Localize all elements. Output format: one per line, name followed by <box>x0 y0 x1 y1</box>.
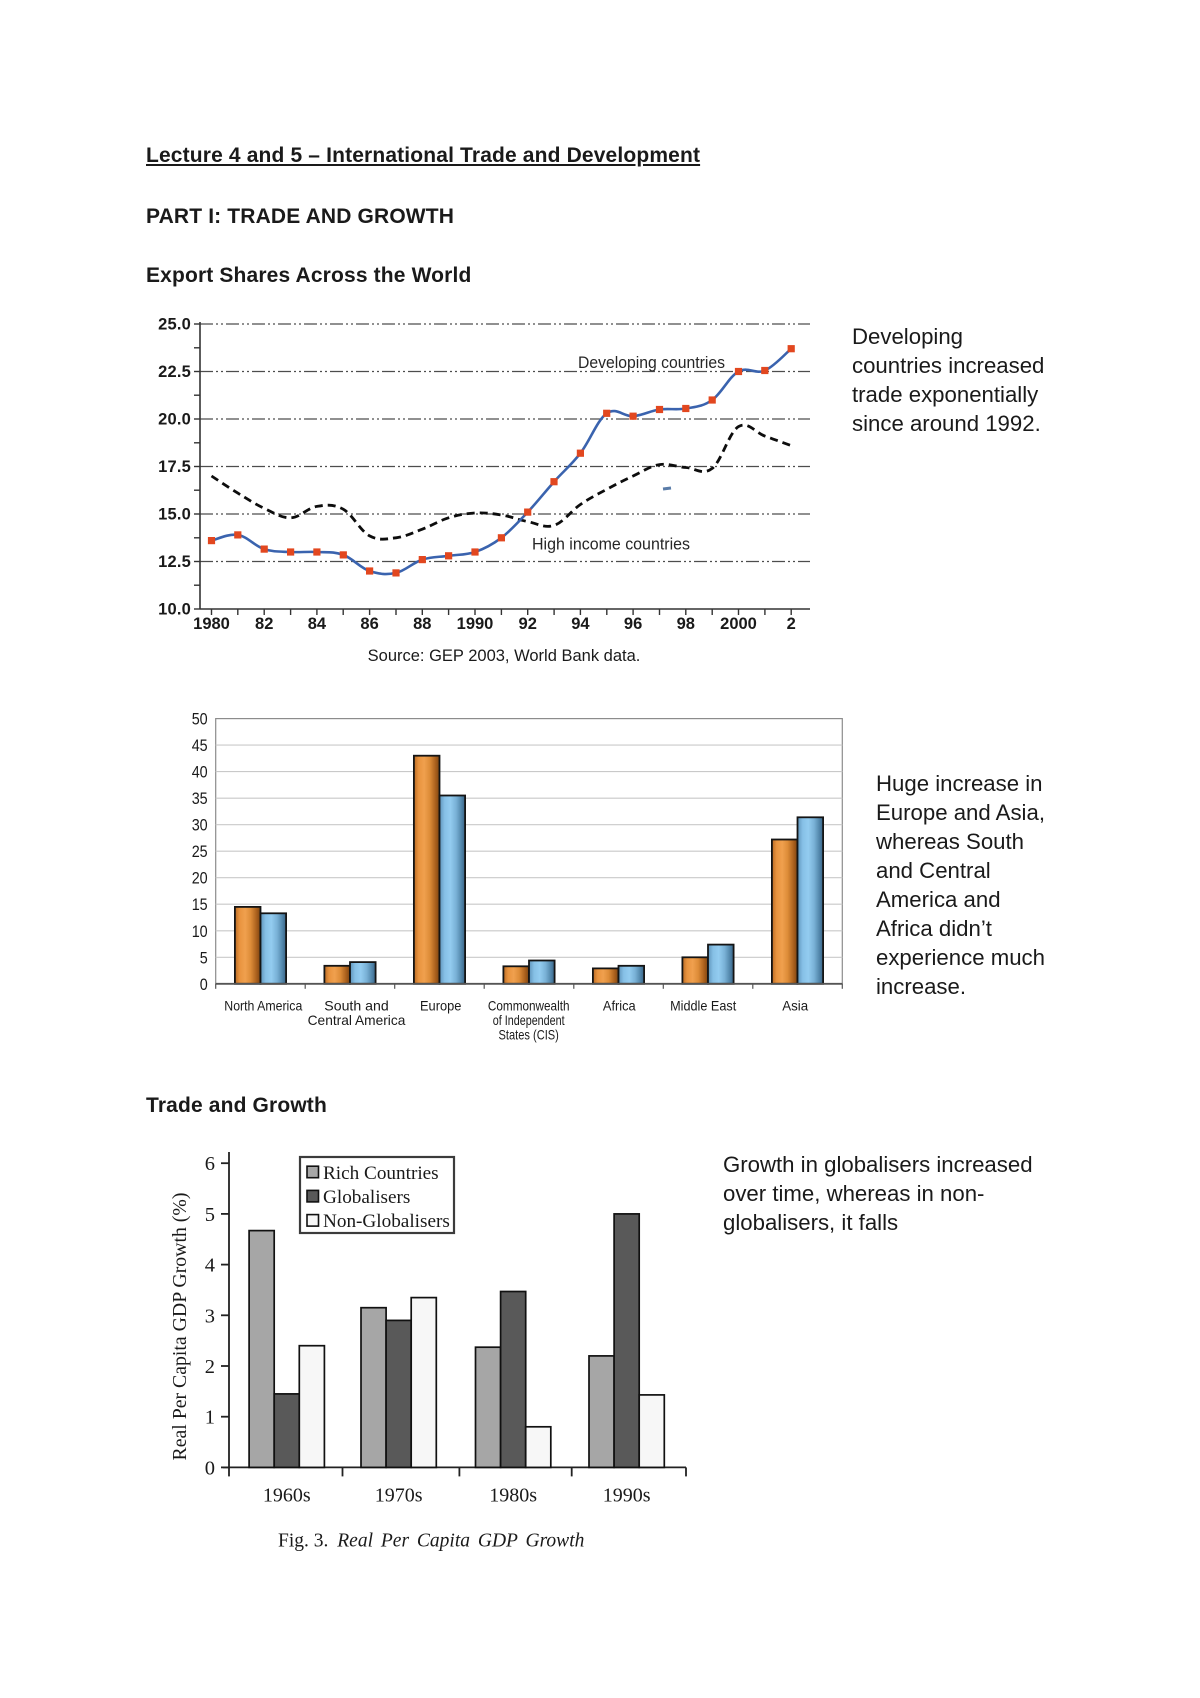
svg-text:15.0: 15.0 <box>158 506 191 524</box>
svg-text:of Independent: of Independent <box>493 1012 565 1028</box>
svg-text:5: 5 <box>205 1204 215 1226</box>
svg-text:82: 82 <box>255 615 273 633</box>
svg-text:30: 30 <box>192 816 208 835</box>
svg-text:84: 84 <box>308 615 327 633</box>
svg-text:Commonwealth: Commonwealth <box>488 997 570 1013</box>
svg-text:High income countries: High income countries <box>532 535 690 554</box>
svg-text:50: 50 <box>192 710 208 729</box>
svg-text:1980s: 1980s <box>489 1484 537 1506</box>
svg-text:1990s: 1990s <box>603 1484 651 1506</box>
svg-text:States (CIS): States (CIS) <box>499 1026 559 1042</box>
svg-text:1990: 1990 <box>457 615 494 633</box>
svg-text:20.0: 20.0 <box>158 411 191 429</box>
svg-text:Non-Globalisers: Non-Globalisers <box>323 1211 450 1232</box>
svg-text:2000: 2000 <box>720 615 757 633</box>
svg-text:Europe: Europe <box>420 997 462 1013</box>
svg-text:2: 2 <box>205 1356 215 1378</box>
svg-text:40: 40 <box>192 763 208 782</box>
svg-text:South and: South and <box>324 997 388 1013</box>
svg-text:Asia: Asia <box>782 997 808 1013</box>
svg-text:98: 98 <box>677 615 695 633</box>
svg-text:0: 0 <box>200 975 208 994</box>
svg-text:3: 3 <box>205 1305 215 1327</box>
svg-text:Central America: Central America <box>308 1012 406 1028</box>
svg-text:1980: 1980 <box>193 615 230 633</box>
svg-text:0: 0 <box>205 1457 215 1479</box>
svg-text:45: 45 <box>192 736 208 755</box>
svg-text:Globalisers: Globalisers <box>323 1187 410 1208</box>
svg-text:15: 15 <box>192 895 208 914</box>
svg-text:4: 4 <box>205 1255 215 1277</box>
svg-text:25: 25 <box>192 842 208 861</box>
svg-text:20: 20 <box>192 869 208 888</box>
svg-text:96: 96 <box>624 615 642 633</box>
svg-text:22.5: 22.5 <box>158 363 191 381</box>
svg-text:25.0: 25.0 <box>158 316 191 334</box>
svg-text:Middle East: Middle East <box>670 997 736 1013</box>
svg-text:Source: GEP 2003, World Bank d: Source: GEP 2003, World Bank data. <box>368 647 641 665</box>
svg-text:88: 88 <box>413 615 431 633</box>
svg-text:North America: North America <box>224 997 302 1013</box>
svg-text:1960s: 1960s <box>263 1484 311 1506</box>
svg-text:Developing countries: Developing countries <box>578 353 725 372</box>
svg-text:10.0: 10.0 <box>158 601 191 619</box>
svg-text:1970s: 1970s <box>375 1484 423 1506</box>
svg-text:12.5: 12.5 <box>158 553 191 571</box>
svg-text:86: 86 <box>360 615 378 633</box>
svg-text:1: 1 <box>205 1407 215 1429</box>
svg-text:92: 92 <box>519 615 537 633</box>
svg-text:Rich Countries: Rich Countries <box>323 1163 439 1184</box>
svg-text:5: 5 <box>200 948 208 967</box>
svg-text:94: 94 <box>571 615 590 633</box>
svg-text:Fig. 3. Real Per Capita GDP Gr: Fig. 3. Real Per Capita GDP Growth <box>278 1531 584 1552</box>
svg-text:2: 2 <box>787 615 796 633</box>
svg-text:Real Per Capita GDP Growth (%): Real Per Capita GDP Growth (%) <box>169 1193 191 1461</box>
svg-text:6: 6 <box>205 1153 215 1175</box>
svg-text:Africa: Africa <box>603 997 636 1013</box>
svg-text:10: 10 <box>192 922 208 941</box>
svg-text:35: 35 <box>192 789 208 808</box>
svg-text:17.5: 17.5 <box>158 458 191 476</box>
